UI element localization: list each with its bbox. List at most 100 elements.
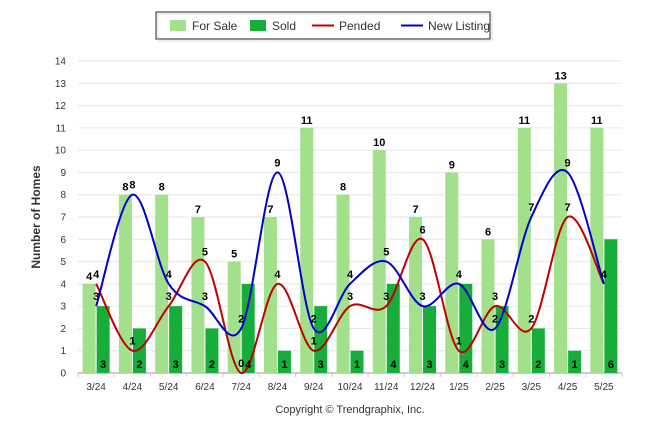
data-label-pended: 2 xyxy=(528,313,534,325)
bar-sold xyxy=(169,306,183,373)
data-label-new-listing: 3 xyxy=(202,291,208,303)
data-label-pended: 3 xyxy=(383,291,389,303)
y-tick-label: 9 xyxy=(60,168,66,179)
legend-label-for-sale: For Sale xyxy=(192,19,238,33)
bar-sold xyxy=(423,306,437,373)
bar-sold xyxy=(241,283,255,373)
bar-for-sale xyxy=(118,194,132,373)
bar-for-sale xyxy=(155,194,169,373)
bar-sold xyxy=(531,328,545,373)
y-tick-label: 10 xyxy=(55,146,67,157)
y-tick-label: 3 xyxy=(60,302,66,313)
bar-sold xyxy=(132,328,146,373)
data-label-pended: 1 xyxy=(129,336,135,348)
data-label-new-listing: 8 xyxy=(129,180,135,192)
x-tick-label: 4/24 xyxy=(123,382,143,393)
bar-sold xyxy=(205,328,219,373)
x-tick-label: 12/24 xyxy=(410,382,435,393)
data-label-pended: 7 xyxy=(565,202,571,214)
data-label-new-listing: 4 xyxy=(347,269,354,281)
bar-sold xyxy=(386,283,400,373)
data-label-new-listing: 7 xyxy=(528,202,534,214)
data-label-sold: 3 xyxy=(173,359,179,371)
data-label-sold: 4 xyxy=(390,359,397,371)
data-label-sold: 4 xyxy=(245,359,252,371)
data-label-for-sale: 11 xyxy=(301,115,313,127)
y-tick-label: 14 xyxy=(55,57,67,68)
x-tick-labels: 3/24 4/24 5/24 6/24 7/24 8/24 9/24 10/24 11/24 12… xyxy=(86,382,614,393)
data-label-sold: 1 xyxy=(281,359,287,371)
x-tick-label: 1/25 xyxy=(449,382,469,393)
data-label-sold: 3 xyxy=(426,359,432,371)
data-label-new-listing: 3 xyxy=(93,291,99,303)
bar-for-sale xyxy=(409,217,423,373)
data-label-pended: 3 xyxy=(166,291,172,303)
y-tick-label: 11 xyxy=(56,123,67,134)
data-label-for-sale: 7 xyxy=(195,204,201,216)
bar-sold xyxy=(604,239,618,373)
y-tick-label: 6 xyxy=(60,235,66,246)
data-label-for-sale: 6 xyxy=(485,226,491,238)
x-tick-label: 9/24 xyxy=(304,382,324,393)
data-label-for-sale: 4 xyxy=(86,271,93,283)
data-label-sold: 6 xyxy=(608,359,614,371)
bar-for-sale xyxy=(336,194,350,373)
copyright-credit: Copyright © Trendgraphix, Inc. xyxy=(275,404,424,416)
data-label-pended: 1 xyxy=(311,336,317,348)
data-label-for-sale: 8 xyxy=(340,182,346,194)
x-tick-label: 11/24 xyxy=(374,382,399,393)
data-label-new-listing: 4 xyxy=(601,269,608,281)
lines xyxy=(95,169,605,374)
data-label-for-sale: 11 xyxy=(591,115,603,127)
data-label-new-listing: 5 xyxy=(383,247,389,259)
data-label-new-listing: 2 xyxy=(238,313,244,325)
bar-for-sale xyxy=(82,283,96,373)
bar-for-sale xyxy=(590,127,604,373)
data-label-pended: 3 xyxy=(347,291,353,303)
bars xyxy=(82,83,618,374)
data-label-sold: 4 xyxy=(463,359,470,371)
y-tick-label: 5 xyxy=(60,257,66,268)
bar-for-sale xyxy=(517,127,531,373)
data-label-pended: 1 xyxy=(456,336,462,348)
legend-swatch-sold xyxy=(250,20,266,31)
bar-for-sale xyxy=(227,261,241,373)
x-tick-label: 8/24 xyxy=(268,382,288,393)
y-tick-label: 2 xyxy=(60,324,66,335)
y-axis-label: Number of Homes xyxy=(29,165,43,269)
bar-sold xyxy=(568,350,582,373)
x-tick-label: 7/24 xyxy=(231,382,251,393)
data-label-for-sale: 11 xyxy=(519,115,531,127)
data-label-for-sale: 8 xyxy=(159,182,165,194)
data-label-new-listing: 2 xyxy=(492,313,498,325)
data-label-sold: 1 xyxy=(354,359,360,371)
data-label-sold: 2 xyxy=(209,359,215,371)
legend: For Sale Sold Pended New Listing xyxy=(155,11,493,42)
bar-sold xyxy=(350,350,364,373)
data-label-sold: 2 xyxy=(535,359,541,371)
legend-swatch-for-sale xyxy=(170,20,186,31)
x-tick-label: 2/25 xyxy=(485,382,505,393)
data-label-pended: 3 xyxy=(492,291,498,303)
data-label-sold: 3 xyxy=(100,359,106,371)
bar-sold xyxy=(277,350,291,373)
data-label-pended: 0 xyxy=(238,358,244,370)
data-label-pended: 4 xyxy=(601,269,608,281)
data-label-sold: 3 xyxy=(318,359,324,371)
x-tick-label: 5/24 xyxy=(159,382,179,393)
x-tick-label: 4/25 xyxy=(558,382,578,393)
data-label-pended: 4 xyxy=(274,269,281,281)
x-tick-label: 5/25 xyxy=(594,382,614,393)
data-label-pended: 5 xyxy=(202,247,208,259)
legend-label-new-listing: New Listing xyxy=(428,19,490,33)
bar-for-sale xyxy=(481,239,495,373)
y-tick-label: 4 xyxy=(60,279,66,290)
data-label-new-listing: 4 xyxy=(456,269,463,281)
y-tick-label: 13 xyxy=(55,79,67,90)
legend-label-pended: Pended xyxy=(339,19,380,33)
data-label-new-listing: 9 xyxy=(565,157,571,169)
line-pended xyxy=(95,215,605,374)
